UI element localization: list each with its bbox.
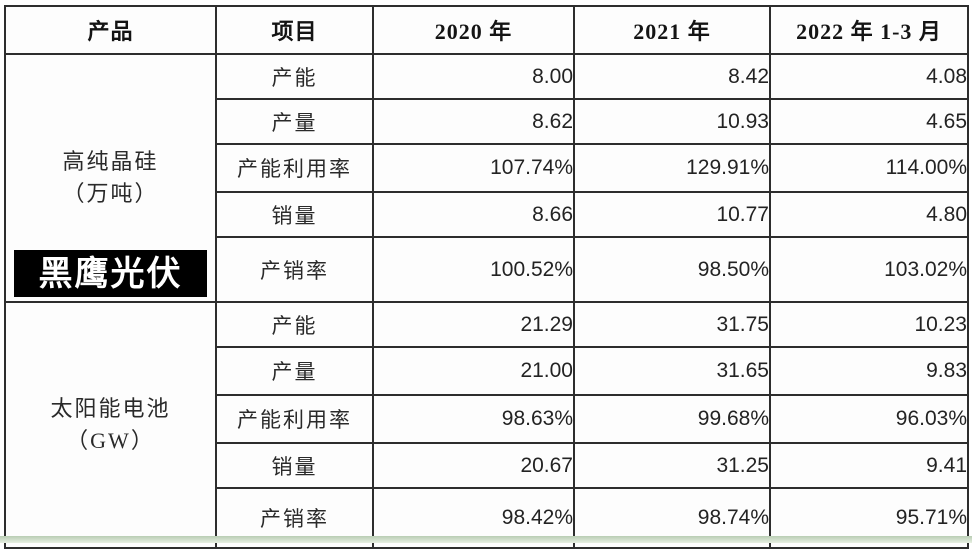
item-label: 产能 bbox=[215, 53, 374, 100]
product-name: 高纯晶硅 bbox=[62, 149, 159, 175]
table-row: 太阳能电池 （GW） 产能 21.29 31.75 10.23 bbox=[4, 301, 969, 549]
table-row: 产能利用率 107.74% 129.91% 114.00% bbox=[5, 143, 969, 193]
product-name: 太阳能电池 bbox=[50, 396, 171, 422]
value-2020: 21.29 bbox=[372, 301, 575, 348]
table-row: 销量 8.66 10.77 4.80 bbox=[5, 191, 969, 238]
value-2020: 8.62 bbox=[372, 98, 575, 145]
table-row: 产能利用率 98.63% 99.68% 96.03% bbox=[5, 394, 969, 444]
value-2022: 9.83 bbox=[769, 346, 969, 396]
value-2021: 8.42 bbox=[573, 53, 771, 100]
value-2020: 20.67 bbox=[372, 442, 575, 489]
header-2020: 2020 年 bbox=[372, 5, 575, 55]
table-header-row: 产品 项目 2020 年 2021 年 2022 年 1-3 月 bbox=[4, 5, 969, 55]
value-2021: 129.91% bbox=[573, 143, 771, 193]
value-2020: 98.63% bbox=[372, 394, 575, 444]
heiying-pv-logo: 黑鹰光伏 bbox=[14, 250, 207, 297]
header-2022-q1: 2022 年 1-3 月 bbox=[769, 5, 969, 55]
value-2022: 114.00% bbox=[769, 143, 969, 193]
value-2022: 4.65 bbox=[769, 98, 969, 145]
value-2022: 9.41 bbox=[769, 442, 969, 489]
table-row: 产量 21.00 31.65 9.83 bbox=[5, 346, 969, 396]
value-2022: 4.80 bbox=[769, 191, 969, 238]
bottom-green-strip bbox=[0, 536, 972, 543]
item-label: 产能利用率 bbox=[215, 143, 374, 193]
value-2021: 31.75 bbox=[573, 301, 771, 348]
production-stats-table: 产品 项目 2020 年 2021 年 2022 年 1-3 月 高纯晶硅 （万… bbox=[4, 5, 969, 549]
header-2021: 2021 年 bbox=[573, 5, 771, 55]
value-2021: 31.25 bbox=[573, 442, 771, 489]
value-2022: 103.02% bbox=[769, 236, 969, 303]
value-2021: 10.93 bbox=[573, 98, 771, 145]
item-label: 产能利用率 bbox=[215, 394, 374, 444]
item-label: 产销率 bbox=[215, 236, 374, 303]
table-row: 产销率 100.52% 98.50% 103.02% bbox=[5, 236, 969, 303]
value-2021: 98.50% bbox=[573, 236, 771, 303]
value-2022: 96.03% bbox=[769, 394, 969, 444]
value-2021: 31.65 bbox=[573, 346, 771, 396]
value-2020: 100.52% bbox=[372, 236, 575, 303]
header-product: 产品 bbox=[4, 5, 217, 55]
value-2021: 10.77 bbox=[573, 191, 771, 238]
item-label: 产量 bbox=[215, 346, 374, 396]
product-unit: （GW） bbox=[66, 428, 155, 453]
table-row: 销量 20.67 31.25 9.41 bbox=[5, 442, 969, 489]
product-cell-solar-cell: 太阳能电池 （GW） bbox=[4, 301, 217, 549]
item-label: 产能 bbox=[215, 301, 374, 348]
item-label: 产量 bbox=[215, 98, 374, 145]
product-cell-polysilicon: 高纯晶硅 （万吨） 黑鹰光伏 bbox=[4, 53, 217, 303]
table-row: 产量 8.62 10.93 4.65 bbox=[5, 98, 969, 145]
value-2020: 21.00 bbox=[372, 346, 575, 396]
value-2022: 10.23 bbox=[769, 301, 969, 348]
table-row: 高纯晶硅 （万吨） 黑鹰光伏 产能 8.00 8.42 4.08 bbox=[4, 53, 969, 303]
item-label: 销量 bbox=[215, 191, 374, 238]
header-item: 项目 bbox=[215, 5, 374, 55]
item-label: 销量 bbox=[215, 442, 374, 489]
value-2020: 107.74% bbox=[372, 143, 575, 193]
value-2022: 4.08 bbox=[769, 53, 969, 100]
value-2020: 8.00 bbox=[372, 53, 575, 100]
value-2020: 8.66 bbox=[372, 191, 575, 238]
product-unit: （万吨） bbox=[62, 181, 159, 206]
value-2021: 99.68% bbox=[573, 394, 771, 444]
